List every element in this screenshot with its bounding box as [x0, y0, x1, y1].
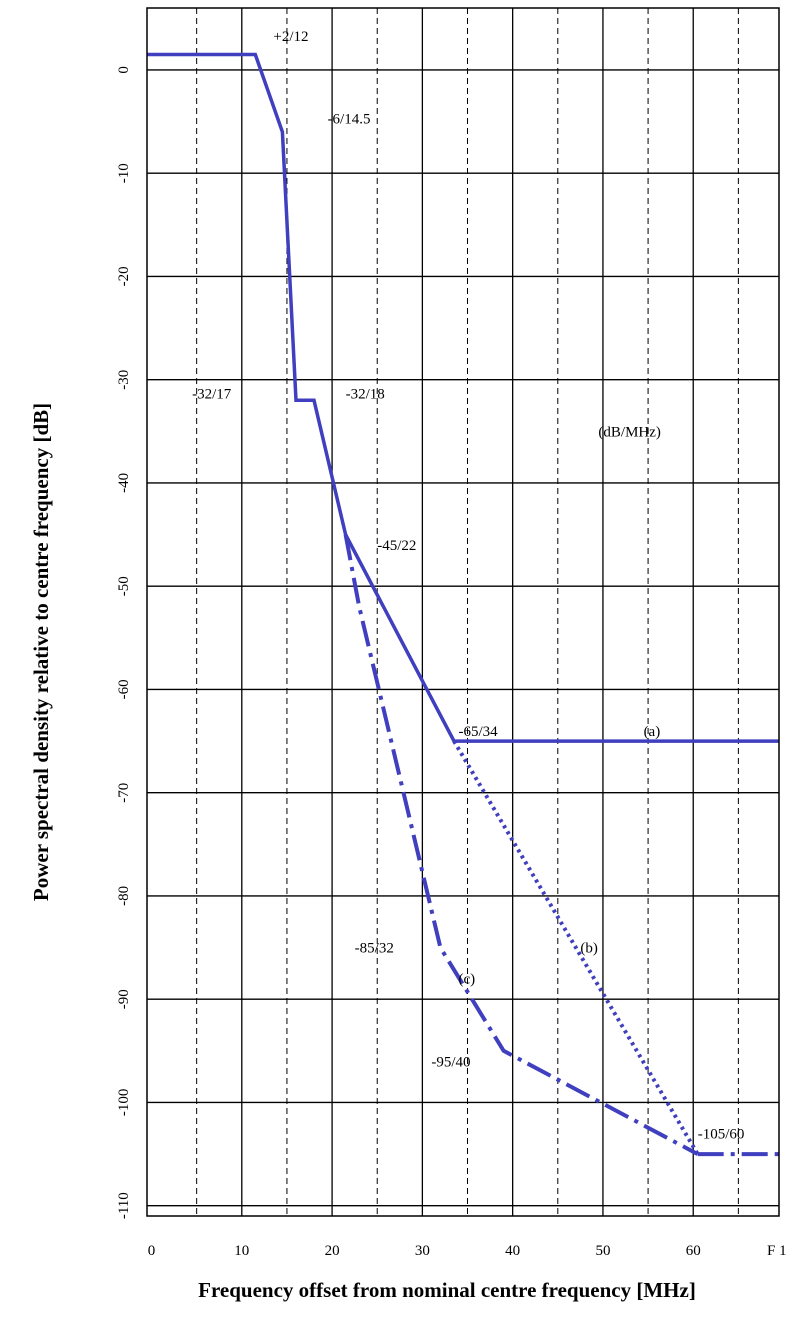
- plot-frame: [146, 7, 780, 1217]
- annotation-6: -65/34: [458, 724, 498, 740]
- plot-border: [146, 7, 780, 1217]
- annotation-10: (c): [458, 972, 475, 988]
- annotation-8: -85/32: [355, 941, 394, 957]
- annotation-4: (dB/MHz): [598, 424, 661, 440]
- y-axis-title: Power spectral density relative to centr…: [29, 403, 53, 901]
- y-tick-label-0: 0: [116, 66, 132, 74]
- annotation-3: -32/18: [346, 386, 385, 402]
- x-axis-end-label: F 1: [767, 1243, 787, 1259]
- annotation-5: -45/22: [377, 538, 416, 554]
- y-tick-label-11: -110: [116, 1192, 132, 1219]
- series-line-0: [147, 52, 779, 743]
- y-tick-label-5: -50: [116, 576, 132, 596]
- annotations: +2/12 -6/14.5 -32/17 -32/18 (dB/MHz) -45/22 -6…: [192, 29, 744, 1143]
- series: [147, 52, 779, 1157]
- grid: [147, 8, 779, 1216]
- series-line-2: [452, 740, 700, 1156]
- y-tick-label-3: -30: [116, 370, 132, 390]
- x-tick-label-3: 30: [415, 1243, 430, 1259]
- x-tick-label-2: 20: [325, 1243, 340, 1259]
- annotation-11: -95/40: [431, 1054, 470, 1070]
- x-axis-title: Frequency offset from nominal centre fre…: [198, 1278, 696, 1302]
- annotation-7: (a): [644, 724, 661, 740]
- series-line-1: [343, 534, 699, 1156]
- y-tick-label-6: -60: [116, 679, 132, 699]
- x-tick-label-0: 0: [148, 1243, 156, 1259]
- tick-labels: 0 10 20 30 40 50 60 0 -10 -20 -30 -40 -50 -60 -70 -80 -9…: [116, 66, 701, 1259]
- annotation-12: -105/60: [698, 1127, 745, 1143]
- annotation-1: -6/14.5: [328, 112, 371, 128]
- y-tick-label-1: -10: [116, 163, 132, 183]
- annotation-2: -32/17: [192, 386, 232, 402]
- x-tick-label-4: 40: [505, 1243, 520, 1259]
- y-tick-label-8: -80: [116, 886, 132, 906]
- x-tick-label-6: 60: [686, 1243, 701, 1259]
- y-tick-label-4: -40: [116, 473, 132, 493]
- y-tick-label-7: -70: [116, 783, 132, 803]
- y-tick-label-9: -90: [116, 989, 132, 1009]
- y-tick-label-2: -20: [116, 266, 132, 286]
- annotation-0: +2/12: [273, 29, 308, 45]
- x-tick-label-1: 10: [234, 1243, 249, 1259]
- x-tick-label-5: 50: [595, 1243, 610, 1259]
- y-tick-label-10: -100: [116, 1089, 132, 1117]
- annotation-9: (b): [580, 941, 598, 957]
